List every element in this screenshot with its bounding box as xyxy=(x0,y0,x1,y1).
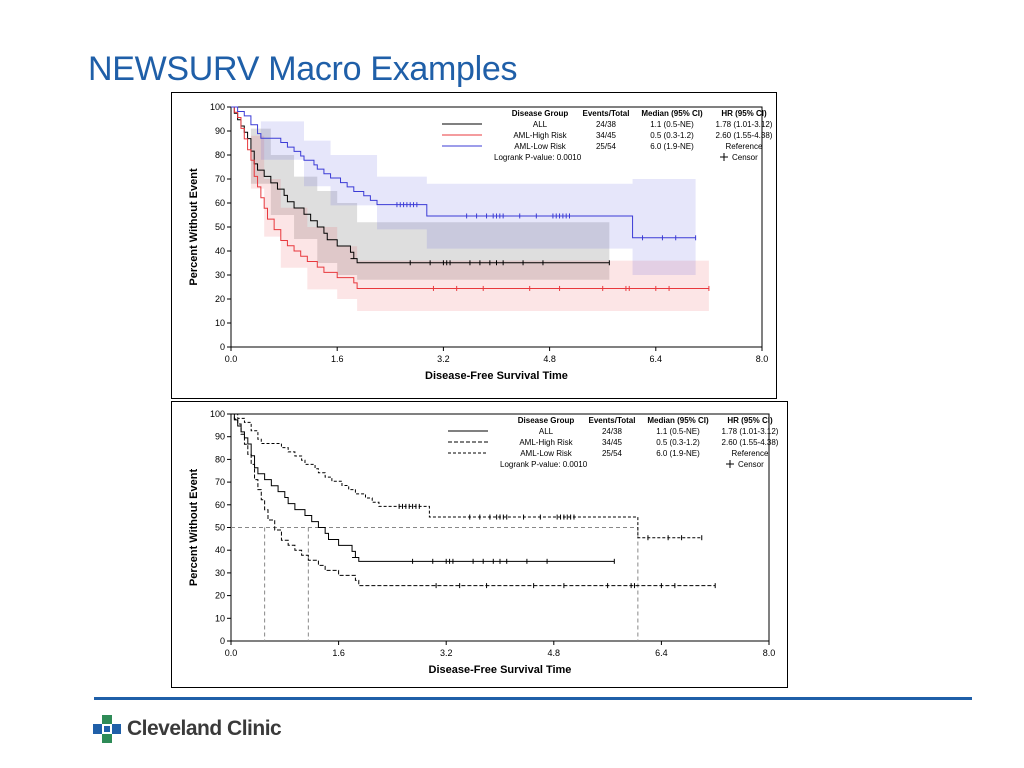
survival-plot-bw: 0 10 20 30 40 50 60 70 80 90 100 0.0 1.6 3.2 4.8 6.4 8.0… xyxy=(188,409,779,676)
legend-group-high: AML-High Risk xyxy=(513,131,567,140)
legend-header-events: Events/Total xyxy=(589,416,636,425)
legend-events-high: 34/45 xyxy=(602,438,623,447)
y-tick-label: 10 xyxy=(215,613,225,623)
x-tick-label: 0.0 xyxy=(225,354,238,364)
slide-title: NEWSURV Macro Examples xyxy=(88,50,518,88)
legend-group-low: AML-Low Risk xyxy=(520,449,573,458)
legend-group-low: AML-Low Risk xyxy=(514,142,567,151)
y-tick-label: 100 xyxy=(210,409,225,419)
y-tick-label: 80 xyxy=(215,150,225,160)
x-axis-title: Disease-Free Survival Time xyxy=(429,664,572,676)
survival-curve-low xyxy=(231,413,702,539)
y-tick-label: 100 xyxy=(210,102,225,112)
legend-events-low: 25/54 xyxy=(602,449,623,458)
y-tick-label: 30 xyxy=(215,270,225,280)
y-tick-label: 40 xyxy=(215,246,225,256)
survival-curve-all xyxy=(231,413,615,562)
legend-median-low: 6.0 (1.9-NE) xyxy=(656,449,700,458)
y-tick-label: 60 xyxy=(215,500,225,510)
y-tick-label: 70 xyxy=(215,174,225,184)
legend-hr-low: Reference xyxy=(732,449,769,458)
legend-group-all: ALL xyxy=(533,120,548,129)
survival-curve-high xyxy=(231,413,716,587)
legend-header-median: Median (95% CI) xyxy=(641,109,703,118)
survival-curve-high xyxy=(231,106,709,289)
legend-median-all: 1.1 (0.5-NE) xyxy=(656,427,700,436)
brand-name: Cleveland Clinic xyxy=(127,717,282,740)
y-axis-title: Percent Without Event xyxy=(188,168,200,286)
ci-band-high xyxy=(231,107,709,311)
cleveland-clinic-logo-icon xyxy=(93,715,121,743)
y-tick-label: 50 xyxy=(215,222,225,232)
legend-hr-high: 2.60 (1.55-4.38) xyxy=(722,438,779,447)
legend-median-high: 0.5 (0.3-1.2) xyxy=(656,438,700,447)
y-tick-label: 0 xyxy=(220,636,225,646)
x-tick-label: 6.4 xyxy=(655,648,668,658)
legend-hr-all: 1.78 (1.01-3.12) xyxy=(716,120,773,129)
legend-events-all: 24/38 xyxy=(602,427,623,436)
logrank-pvalue: Logrank P-value: 0.0010 xyxy=(494,153,582,162)
legend-header-hr: HR (95% CI) xyxy=(727,416,773,425)
x-tick-label: 8.0 xyxy=(763,648,776,658)
y-tick-label: 90 xyxy=(215,432,225,442)
legend-hr-all: 1.78 (1.01-3.12) xyxy=(722,427,779,436)
y-tick-label: 40 xyxy=(215,545,225,555)
legend-hr-low: Reference xyxy=(726,142,763,151)
x-tick-label: 3.2 xyxy=(437,354,450,364)
logrank-pvalue: Logrank P-value: 0.0010 xyxy=(500,460,588,469)
y-tick-label: 20 xyxy=(215,591,225,601)
legend-events-high: 34/45 xyxy=(596,131,617,140)
y-tick-label: 30 xyxy=(215,568,225,578)
x-tick-label: 1.6 xyxy=(331,354,344,364)
legend-median-high: 0.5 (0.3-1.2) xyxy=(650,131,694,140)
x-tick-label: 4.8 xyxy=(548,648,561,658)
y-tick-label: 10 xyxy=(215,318,225,328)
ci-band-all xyxy=(231,107,610,280)
y-tick-label: 50 xyxy=(215,523,225,533)
y-axis-title: Percent Without Event xyxy=(188,469,200,587)
legend-header-events: Events/Total xyxy=(583,109,630,118)
legend-header-group: Disease Group xyxy=(518,416,575,425)
x-axis-title: Disease-Free Survival Time xyxy=(425,370,568,382)
x-tick-label: 3.2 xyxy=(440,648,453,658)
censor-legend-label: Censor xyxy=(738,460,764,469)
ci-band-low xyxy=(231,107,696,275)
legend-events-low: 25/54 xyxy=(596,142,617,151)
legend-header-median: Median (95% CI) xyxy=(647,416,709,425)
cleveland-clinic-logo: Cleveland Clinic xyxy=(93,715,282,743)
legend-events-all: 24/38 xyxy=(596,120,617,129)
legend-group-high: AML-High Risk xyxy=(519,438,573,447)
survival-chart-bw: 0 10 20 30 40 50 60 70 80 90 100 0.0 1.6 3.2 4.8 6.4 8.0… xyxy=(171,401,788,688)
x-tick-label: 4.8 xyxy=(543,354,556,364)
legend-median-all: 1.1 (0.5-NE) xyxy=(650,120,694,129)
y-tick-label: 80 xyxy=(215,454,225,464)
legend-hr-high: 2.60 (1.55-4.38) xyxy=(716,131,773,140)
y-tick-label: 70 xyxy=(215,477,225,487)
legend-header-hr: HR (95% CI) xyxy=(721,109,767,118)
survival-curve-low xyxy=(231,106,696,239)
censor-legend-label: Censor xyxy=(732,153,758,162)
x-tick-label: 0.0 xyxy=(225,648,238,658)
y-tick-label: 90 xyxy=(215,126,225,136)
y-tick-label: 0 xyxy=(220,342,225,352)
legend-median-low: 6.0 (1.9-NE) xyxy=(650,142,694,151)
footer-rule xyxy=(94,697,972,700)
survival-plot-color: 0 10 20 30 40 50 60 70 80 90 100 0.0 1.6 3.2 4.8 6.4 8.0… xyxy=(188,102,773,382)
y-tick-label: 20 xyxy=(215,294,225,304)
survival-chart-color: 0 10 20 30 40 50 60 70 80 90 100 0.0 1.6 3.2 4.8 6.4 8.0… xyxy=(171,92,777,399)
legend-header-group: Disease Group xyxy=(512,109,569,118)
legend-group-all: ALL xyxy=(539,427,554,436)
x-tick-label: 8.0 xyxy=(756,354,769,364)
y-tick-label: 60 xyxy=(215,198,225,208)
x-tick-label: 6.4 xyxy=(650,354,663,364)
x-tick-label: 1.6 xyxy=(332,648,345,658)
